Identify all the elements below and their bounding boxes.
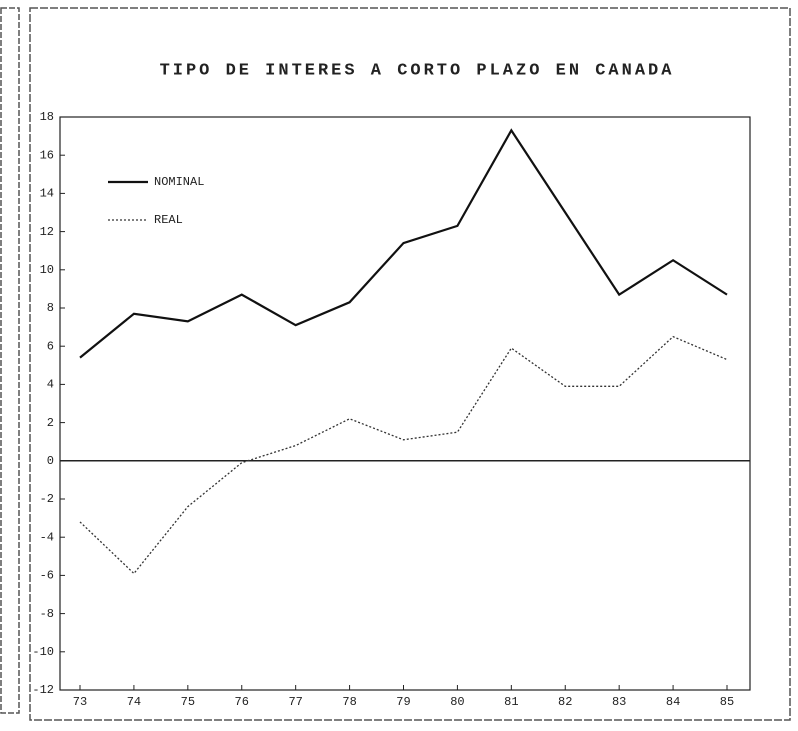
y-tick-label: 18 [40,110,54,124]
y-tick-label: -4 [40,530,54,544]
series-line [79,335,728,575]
chart-title: TIPO DE INTERES A CORTO PLAZO EN CANADA [160,61,675,80]
series-line [79,128,728,359]
x-tick-label: 74 [127,695,141,709]
x-tick-label: 82 [558,695,572,709]
x-tick-label: 83 [612,695,626,709]
y-tick-label: 14 [40,187,54,201]
y-tick-label: -10 [32,645,54,659]
x-tick-label: 77 [288,695,302,709]
y-tick-label: 12 [40,225,54,239]
y-tick-label: -2 [40,492,54,506]
y-tick-label: 0 [47,454,54,468]
x-tick-label: 76 [235,695,249,709]
x-tick-label: 80 [450,695,464,709]
y-tick-label: 6 [47,339,54,353]
x-tick-label: 75 [181,695,195,709]
x-tick-label: 78 [342,695,356,709]
x-tick-label: 81 [504,695,518,709]
legend-label: NOMINAL [154,175,204,189]
side-frame [0,7,20,714]
x-tick-label: 84 [666,695,680,709]
y-tick-label: 4 [47,378,54,392]
x-tick-label: 79 [396,695,410,709]
y-tick-label: 10 [40,263,54,277]
y-tick-label: -6 [40,569,54,583]
outer-frame [29,7,791,721]
y-tick-label: 16 [40,148,54,162]
plot-frame [59,116,751,691]
y-tick-label: -8 [40,607,54,621]
y-tick-label: 2 [47,416,54,430]
legend-label: REAL [154,213,183,227]
x-tick-label: 73 [73,695,87,709]
x-tick-label: 85 [720,695,734,709]
y-tick-label: 8 [47,301,54,315]
y-tick-label: -12 [32,683,54,697]
